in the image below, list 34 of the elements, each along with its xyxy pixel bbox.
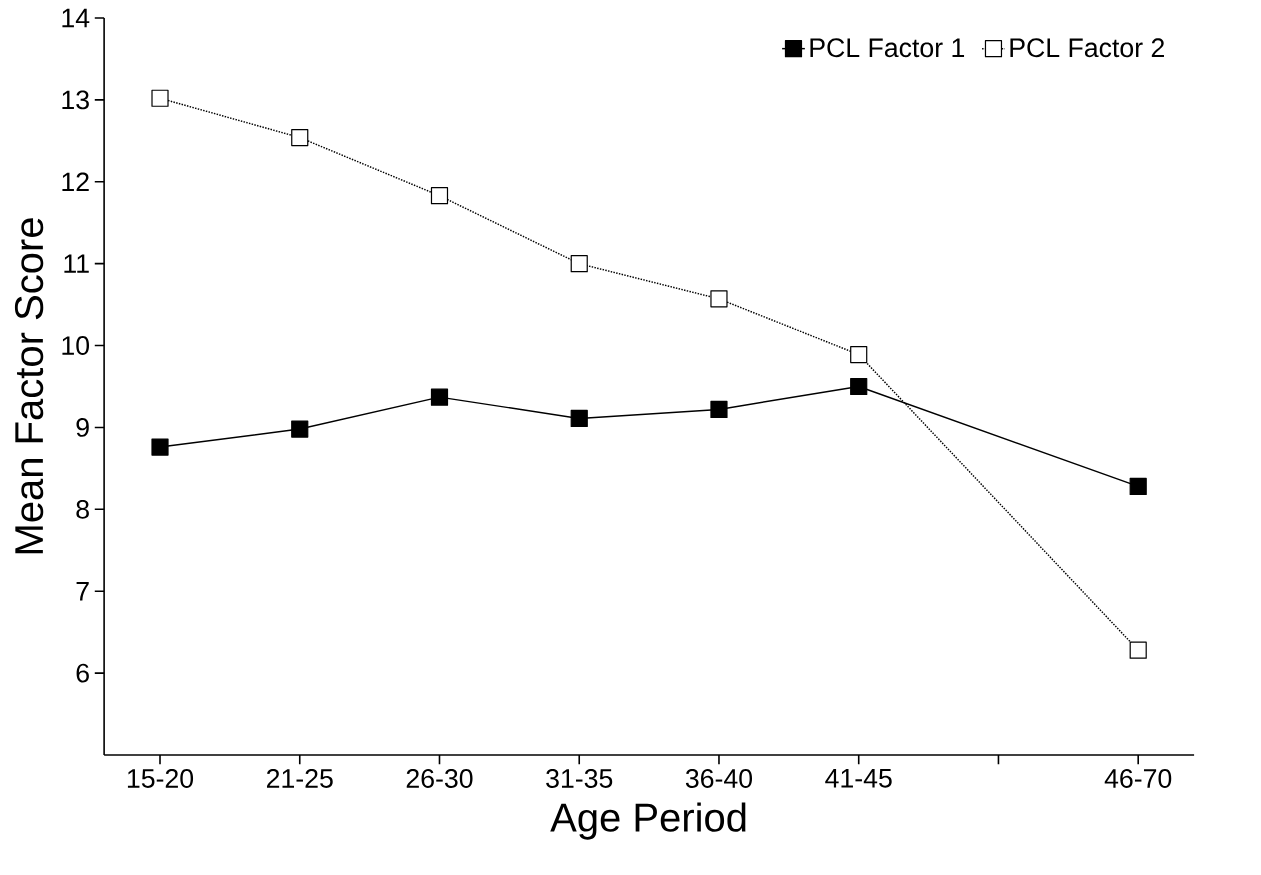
y-tick-label: 11 xyxy=(64,254,89,273)
point xyxy=(430,388,449,406)
x-tick-label: 26-30 xyxy=(406,769,473,788)
legend-label: PCL Factor 2 xyxy=(1010,38,1164,58)
x-tick-label: 21-25 xyxy=(266,769,333,788)
point xyxy=(850,345,868,364)
x-tick-label: 46-70 xyxy=(1104,769,1172,788)
point xyxy=(570,409,588,428)
legend-label: PCL Factor 1 xyxy=(810,38,965,58)
x-tick-label: 41-45 xyxy=(825,769,892,788)
y-tick-label: 6 xyxy=(76,663,89,683)
y-axis-title: Mean Factor Score xyxy=(14,218,44,554)
point xyxy=(1129,641,1147,659)
point xyxy=(291,420,309,438)
point xyxy=(291,128,309,147)
y-tick-label: 13 xyxy=(62,90,89,110)
point xyxy=(710,400,728,419)
y-tick-label: 7 xyxy=(76,582,89,601)
y-tick-label: 9 xyxy=(76,418,89,437)
x-axis-title: Age Period xyxy=(550,802,746,840)
x-tick-label: 36-40 xyxy=(685,769,753,788)
point xyxy=(710,290,728,308)
point xyxy=(850,377,868,396)
point xyxy=(1129,477,1147,495)
y-tick-label: 10 xyxy=(62,336,90,355)
point xyxy=(151,89,169,107)
y-tick-label: 8 xyxy=(76,499,89,519)
x-tick-label: 31-35 xyxy=(546,769,613,788)
point xyxy=(430,187,449,205)
point xyxy=(570,255,588,273)
point xyxy=(151,438,169,456)
y-tick-label: 14 xyxy=(62,8,90,28)
y-tick-label: 12 xyxy=(62,172,89,192)
x-tick-label: 15-20 xyxy=(127,769,194,788)
